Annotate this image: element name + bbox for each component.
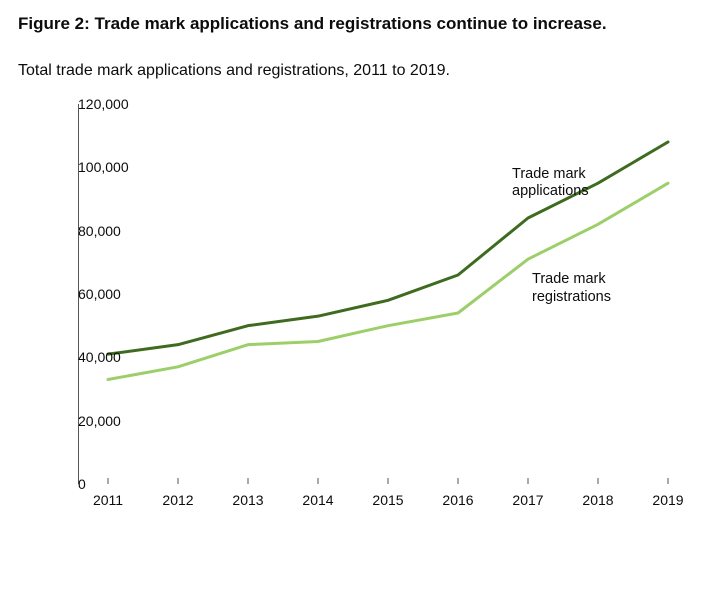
- x-axis-tick-label: 2018: [582, 484, 613, 508]
- x-axis-tick-label: 2013: [232, 484, 263, 508]
- y-axis-tick-label: 120,000: [78, 96, 84, 112]
- series-label: Trade markregistrations: [532, 271, 611, 306]
- y-axis-tick-label: 0: [78, 476, 84, 492]
- y-axis-tick-label: 60,000: [78, 286, 84, 302]
- y-axis-tick-label: 40,000: [78, 349, 84, 365]
- x-axis-tick-label: 2019: [652, 484, 683, 508]
- x-axis-tick-label: 2017: [512, 484, 543, 508]
- series-label: Trade markapplications: [512, 166, 589, 201]
- y-axis-tick-label: 100,000: [78, 159, 84, 175]
- x-axis-tick-label: 2015: [372, 484, 403, 508]
- y-axis-tick-label: 20,000: [78, 413, 84, 429]
- plot-area: 020,00040,00060,00080,000100,000120,0002…: [78, 104, 678, 484]
- chart-container: 020,00040,00060,00080,000100,000120,0002…: [18, 104, 678, 524]
- y-axis-tick-label: 80,000: [78, 223, 84, 239]
- x-axis-tick-label: 2011: [93, 484, 123, 508]
- figure-title: Figure 2: Trade mark applications and re…: [18, 14, 697, 34]
- x-axis-tick-label: 2016: [442, 484, 473, 508]
- figure-subtitle: Total trade mark applications and regist…: [18, 62, 697, 80]
- figure-wrap: Figure 2: Trade mark applications and re…: [0, 0, 715, 534]
- x-axis-tick-label: 2012: [162, 484, 193, 508]
- x-axis-tick-label: 2014: [302, 484, 333, 508]
